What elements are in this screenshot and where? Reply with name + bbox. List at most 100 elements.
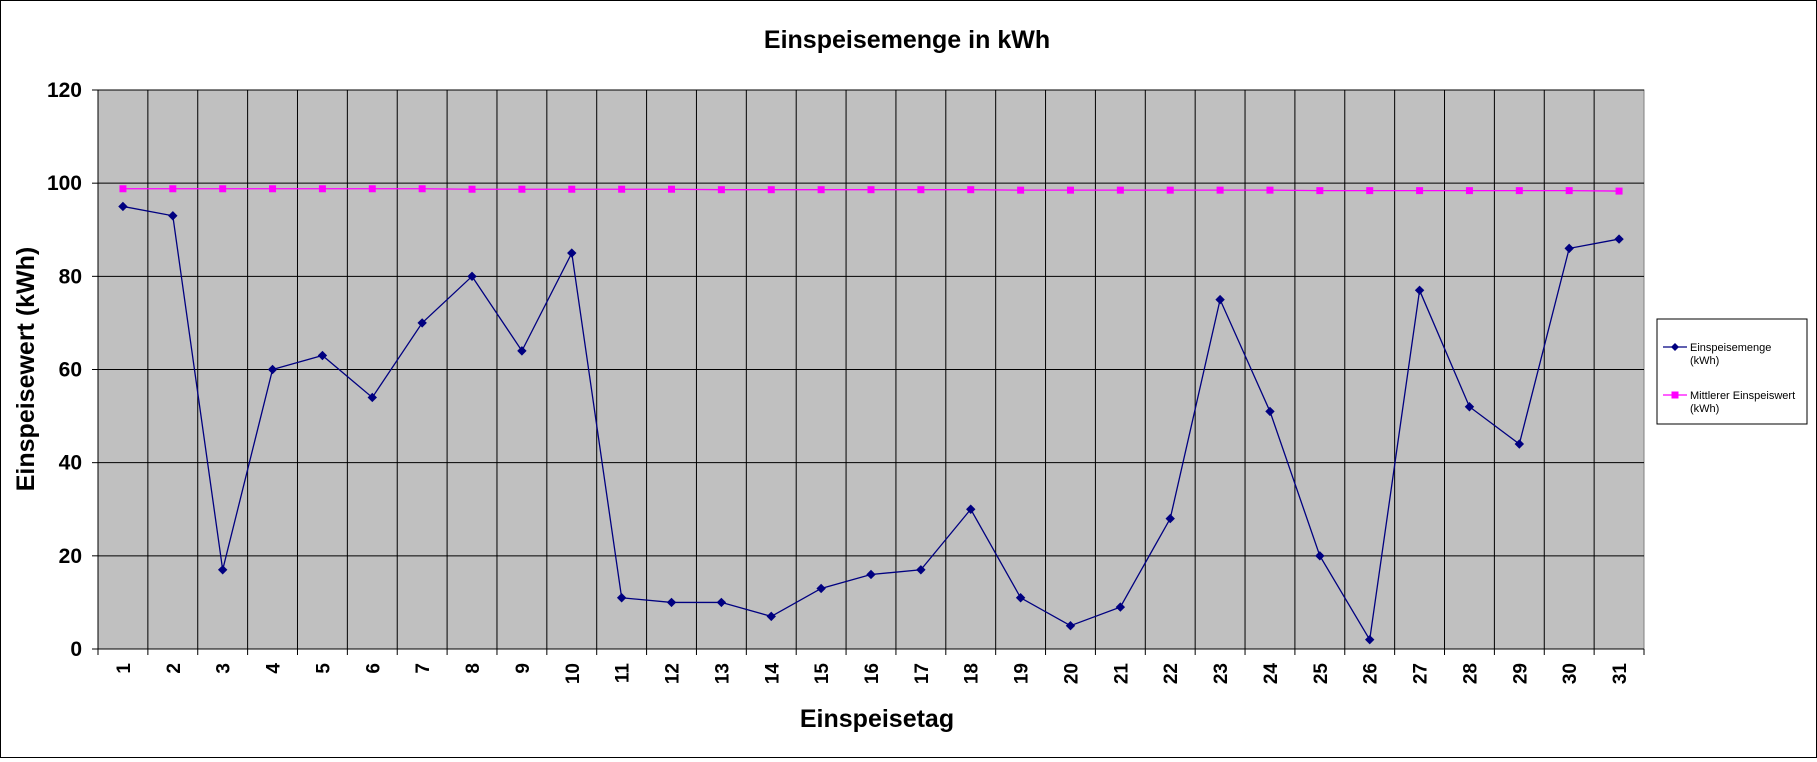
x-tick-label: 30 [1560,663,1581,684]
x-tick-label: 7 [413,663,434,674]
data-point [1266,186,1274,194]
x-tick-label: 10 [563,663,584,684]
x-tick-label: 25 [1311,663,1332,685]
data-point [1515,187,1523,195]
legend-label: Einspeisemenge [1690,342,1771,354]
data-point [766,611,776,622]
data-point [767,186,775,194]
data-point [1166,186,1174,194]
y-tick-label: 20 [59,545,82,568]
data-point [1216,186,1224,194]
data-point [219,185,227,193]
x-tick-label: 22 [1161,663,1182,684]
data-point [1416,187,1424,195]
grid-lines [98,89,1644,649]
x-tick-label: 11 [613,663,634,684]
data-point [616,593,627,603]
data-point [317,350,328,361]
data-point [418,185,426,193]
x-tick-label: 9 [513,663,534,674]
x-tick-label: 21 [1111,663,1132,685]
data-point [119,185,127,193]
data-point [567,248,577,258]
data-point [967,186,975,194]
y-tick-label: 120 [47,79,82,102]
data-point [966,504,976,514]
data-point [1414,285,1425,296]
data-point [267,364,278,375]
x-tick-label: 23 [1211,663,1232,684]
data-point [1066,186,1074,194]
x-axis-title: Einspeisetag [800,705,954,733]
x-tick-label: 1 [114,663,135,674]
x-tick-label: 17 [912,663,933,684]
data-point [1116,186,1124,194]
y-tick-label: 40 [59,452,82,475]
series-layer [118,185,1624,645]
data-point [468,185,476,193]
data-point [217,565,228,575]
x-tick-label: 20 [1061,663,1082,684]
data-point [1365,634,1375,645]
x-tick-label: 31 [1610,663,1631,685]
x-tick-label: 26 [1361,663,1382,684]
data-point [1514,439,1525,449]
data-point [1465,187,1473,195]
legend-entry: Einspeisemenge(kWh) [1663,342,1771,367]
x-tick-label: 27 [1411,663,1432,684]
data-point [1564,243,1574,254]
data-point [118,201,128,212]
data-point [467,271,477,282]
data-point [518,185,526,193]
x-tick-label: 4 [264,663,285,674]
x-tick-label: 28 [1460,663,1481,684]
data-point [666,597,677,608]
data-point [318,185,326,193]
data-point [1215,294,1225,305]
data-point [716,597,727,608]
x-tick-label: 13 [712,663,733,684]
data-point [1265,406,1275,417]
y-axis-title: Einspeisewert (kWh) [12,247,40,492]
series-1 [118,201,1624,645]
data-point [1316,187,1324,195]
x-tick-label: 18 [962,663,983,684]
x-tick-label: 2 [164,663,185,674]
legend: Einspeisemenge(kWh)Mittlerer Einspeiswer… [1656,318,1808,425]
data-point [417,318,427,328]
x-tick-label: 3 [214,663,235,674]
y-tick-label: 80 [59,265,82,288]
data-point [717,186,725,194]
data-point [1366,187,1374,195]
x-tick-label: 24 [1261,663,1282,685]
legend-entry: Mittlerer Einspeiswert(kWh) [1663,390,1795,415]
data-point [168,211,178,221]
x-tick-label: 6 [363,663,384,674]
data-point [1017,186,1025,194]
legend-box [1656,318,1808,425]
x-tick-label: 29 [1510,663,1531,684]
legend-label: Mittlerer Einspeiswert [1690,390,1795,402]
data-point [367,392,377,403]
data-point [1165,513,1175,524]
legend-marker [1671,391,1679,399]
data-point [568,185,576,193]
data-point [816,583,826,594]
data-point [916,565,926,575]
chart-title: Einspeisemenge in kWh [764,26,1050,54]
data-point [1065,621,1076,631]
legend-label: (kWh) [1690,403,1719,415]
y-tick-label: 0 [70,638,82,661]
data-point [1614,234,1624,244]
legend-label: (kWh) [1690,355,1719,367]
data-point [1115,602,1126,612]
data-point [866,569,876,580]
data-point [817,186,825,194]
data-point [1615,187,1623,195]
y-tick-label: 60 [59,359,82,382]
axes [92,89,1645,655]
data-point [668,185,676,193]
